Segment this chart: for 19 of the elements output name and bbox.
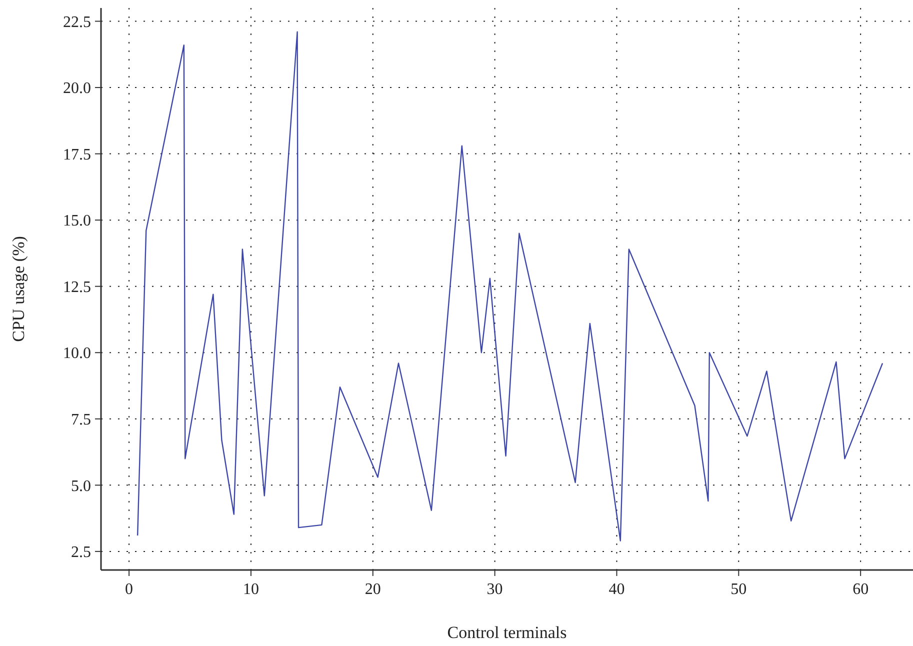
x-tick-label: 0 (125, 581, 134, 598)
y-tick-label: 22.5 (63, 14, 91, 31)
x-tick-label: 30 (486, 581, 503, 598)
line-series (136, 31, 884, 542)
y-axis-title: CPU usage (%) (9, 236, 28, 342)
y-tick-label: 7.5 (71, 411, 91, 428)
x-tick-label: 40 (608, 581, 625, 598)
y-tick-label: 20.0 (63, 80, 91, 98)
y-tick-label: 10.0 (63, 345, 91, 362)
x-tick-label: 50 (730, 581, 747, 598)
x-tick-label: 20 (364, 581, 381, 598)
y-tick-label: 5.0 (71, 478, 91, 495)
y-tick-label: 17.5 (63, 146, 91, 164)
y-tick-label: 2.5 (71, 544, 91, 562)
x-tick-label: 10 (242, 581, 259, 598)
x-tick-label: 60 (852, 581, 869, 598)
y-tick-label: 12.5 (63, 278, 91, 296)
y-tick-label: 15.0 (63, 212, 91, 230)
x-axis-title: Control terminals (447, 623, 567, 642)
